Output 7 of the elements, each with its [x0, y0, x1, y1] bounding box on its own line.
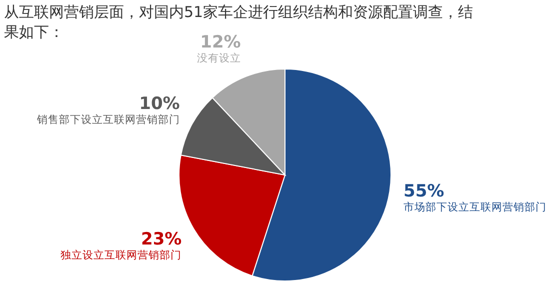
slice-label: 市场部下设立互联网营销部门 [404, 200, 547, 214]
data-label: 23% [141, 230, 182, 250]
data-label: 10% [139, 94, 180, 114]
slice-label: 没有设立 [196, 52, 241, 65]
slice-label: 销售部下设立互联网营销部门 [36, 113, 180, 126]
data-label: 55% [404, 181, 444, 202]
slice-label: 独立设立互联网营销部门 [60, 248, 182, 262]
